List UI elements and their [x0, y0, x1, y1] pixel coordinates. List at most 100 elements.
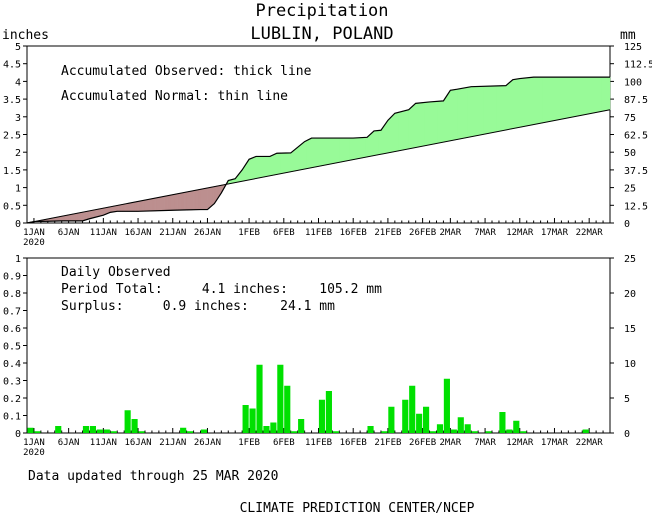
top-left-tick-label: 1 — [15, 184, 21, 195]
bottom-x-tick-label: 12MAR — [506, 438, 534, 448]
bottom-left-tick-label: 0.2 — [3, 394, 21, 405]
top-left-tick-label: 4.5 — [3, 60, 21, 71]
period-total: Period Total: 4.1 inches: 105.2 mm — [61, 282, 382, 297]
daily-bar — [471, 431, 478, 433]
bottom-left-tick-label: 0.4 — [3, 359, 21, 370]
daily-bar — [187, 431, 194, 433]
top-x-tick-label: 22MAR — [576, 228, 604, 238]
bottom-x-tick-label: 11JAN — [90, 438, 117, 448]
bottom-right-tick-label: 0 — [624, 429, 630, 440]
daily-bar — [82, 426, 90, 433]
bottom-legend-daily: Daily Observed — [61, 265, 171, 280]
bottom-x-tick-label: 21JAN — [159, 438, 186, 448]
surplus-text: Surplus: 0.9 inches: 24.1 mm — [61, 299, 335, 314]
top-right-tick-label: 50 — [624, 148, 636, 159]
bottom-right-tick-label: 20 — [624, 289, 636, 300]
daily-bar — [298, 419, 305, 433]
top-right-tick-label: 25 — [624, 184, 636, 195]
top-left-tick-label: 2 — [15, 148, 21, 159]
daily-bar — [332, 431, 339, 433]
bottom-x-tick-label: 1JAN — [23, 438, 45, 448]
top-right-tick-label: 62.5 — [624, 131, 648, 142]
bottom-x-tick-label: 6JAN — [58, 438, 80, 448]
top-x-tick-label: 1JAN — [23, 228, 45, 238]
bottom-x-tick-label: 22MAR — [576, 438, 604, 448]
bottom-right-tick-label: 5 — [624, 394, 630, 405]
top-legend-normal: Accumulated Normal: thin line — [61, 89, 288, 104]
top-right-tick-label: 0 — [624, 219, 630, 230]
top-x-tick-label: 2MAR — [440, 228, 462, 238]
bottom-left-tick-label: 0.6 — [3, 324, 21, 335]
bottom-x-tick-label: 26JAN — [194, 438, 221, 448]
daily-bar — [582, 429, 589, 433]
daily-panel: 00.10.20.30.40.50.60.70.80.9105101520251… — [3, 254, 636, 458]
top-left-tick-label: 0 — [15, 219, 21, 230]
top-x-tick-label: 11JAN — [90, 228, 117, 238]
daily-bar — [485, 431, 492, 433]
top-x-tick-label: 26JAN — [194, 228, 221, 238]
bottom-x-tick-label: 26FEB — [409, 438, 436, 448]
top-right-tick-label: 112.5 — [624, 60, 652, 71]
top-right-tick-label: 87.5 — [624, 95, 648, 106]
top-right-tick-label: 100 — [624, 77, 642, 88]
agency-credit: CLIMATE PREDICTION CENTER/NCEP — [240, 501, 475, 516]
daily-bar — [429, 431, 437, 433]
bottom-x-year-label: 2020 — [23, 448, 45, 458]
daily-bar — [103, 429, 110, 433]
top-x-tick-label: 16FEB — [340, 228, 367, 238]
daily-bar — [284, 385, 291, 433]
top-x-year-label: 2020 — [23, 238, 45, 248]
top-x-tick-label: 12MAR — [506, 228, 534, 238]
daily-bar — [249, 408, 256, 433]
data-updated-note: Data updated through 25 MAR 2020 — [28, 469, 278, 484]
top-right-tick-label: 12.5 — [624, 201, 648, 212]
daily-bar — [499, 412, 506, 433]
daily-bar — [55, 426, 62, 433]
daily-bar — [277, 364, 284, 433]
daily-bar — [27, 427, 34, 433]
top-x-tick-label: 6JAN — [58, 228, 80, 238]
right-unit-label: mm — [620, 28, 636, 43]
bottom-left-tick-label: 0 — [15, 429, 21, 440]
daily-bar — [110, 431, 117, 433]
daily-bar — [270, 422, 277, 433]
bottom-x-tick-label: 21FEB — [374, 438, 401, 448]
daily-bar — [381, 431, 388, 433]
bottom-x-tick-label: 16FEB — [340, 438, 367, 448]
top-left-tick-label: 1.5 — [3, 166, 21, 177]
daily-bar — [131, 419, 138, 433]
observed-line — [26, 76, 610, 224]
top-x-tick-label: 21JAN — [159, 228, 186, 238]
daily-bar — [96, 429, 103, 433]
top-x-tick-label: 26FEB — [409, 228, 436, 238]
daily-bar — [423, 406, 430, 433]
daily-bar — [402, 399, 409, 433]
daily-bar — [450, 429, 457, 433]
daily-bar — [242, 405, 249, 433]
daily-bar — [34, 431, 41, 433]
bottom-left-tick-label: 1 — [15, 254, 21, 265]
bottom-left-tick-label: 0.5 — [3, 342, 21, 353]
left-unit-label: inches — [2, 28, 49, 43]
top-right-tick-label: 125 — [624, 42, 642, 53]
top-x-tick-label: 1FEB — [238, 228, 260, 238]
chart-location: LUBLIN, POLAND — [250, 24, 393, 44]
top-left-tick-label: 0.5 — [3, 201, 21, 212]
top-left-tick-label: 4 — [15, 77, 21, 88]
bottom-left-tick-label: 0.3 — [3, 377, 21, 388]
daily-bar — [513, 420, 520, 433]
bottom-x-tick-label: 11FEB — [305, 438, 332, 448]
top-left-tick-label: 3 — [15, 113, 21, 124]
bottom-x-tick-label: 2MAR — [440, 438, 462, 448]
daily-bar — [388, 406, 395, 433]
daily-bar — [325, 391, 332, 433]
top-x-tick-label: 11FEB — [305, 228, 332, 238]
top-right-tick-label: 75 — [624, 113, 636, 124]
daily-bar — [416, 413, 423, 433]
bottom-right-tick-label: 10 — [624, 359, 636, 370]
daily-bar — [520, 431, 527, 433]
top-x-tick-label: 17MAR — [541, 228, 569, 238]
daily-bar — [318, 399, 326, 433]
top-x-tick-label: 16JAN — [125, 228, 152, 238]
